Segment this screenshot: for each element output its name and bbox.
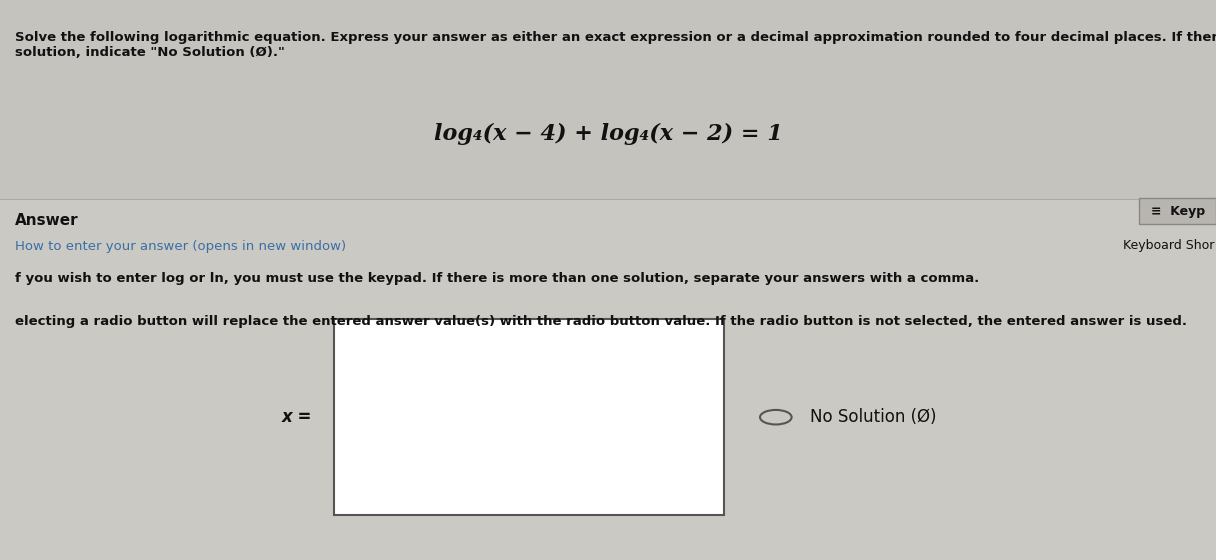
Text: Keyboard Shor: Keyboard Shor bbox=[1124, 239, 1215, 251]
FancyBboxPatch shape bbox=[334, 319, 724, 515]
Text: Answer: Answer bbox=[15, 213, 78, 228]
Text: f you wish to enter log or ln, you must use the keypad. If there is more than on: f you wish to enter log or ln, you must … bbox=[15, 272, 979, 284]
Text: ≡  Keyp: ≡ Keyp bbox=[1152, 204, 1205, 218]
Text: How to enter your answer (opens in new window): How to enter your answer (opens in new w… bbox=[15, 240, 345, 253]
FancyBboxPatch shape bbox=[0, 0, 1216, 199]
FancyBboxPatch shape bbox=[1139, 198, 1216, 224]
Text: x =: x = bbox=[282, 408, 313, 426]
Text: electing a radio button will replace the entered answer value(s) with the radio : electing a radio button will replace the… bbox=[15, 315, 1187, 328]
Text: log₄(x − 4) + log₄(x − 2) = 1: log₄(x − 4) + log₄(x − 2) = 1 bbox=[434, 123, 782, 146]
Text: Solve the following logarithmic equation. Express your answer as either an exact: Solve the following logarithmic equation… bbox=[15, 31, 1216, 59]
Text: No Solution (Ø): No Solution (Ø) bbox=[810, 408, 936, 426]
